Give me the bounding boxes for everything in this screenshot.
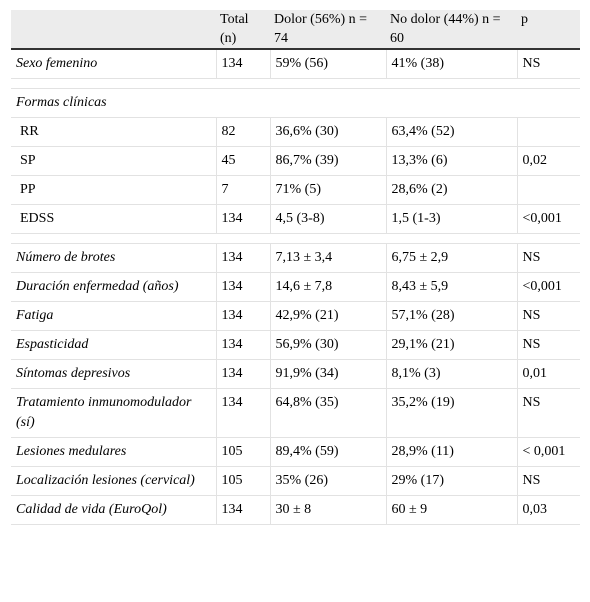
total-cell: 82 bbox=[215, 117, 270, 147]
no-dolor-cell: 28,9% (11) bbox=[385, 437, 517, 467]
table-row: Número de brotes 134 7,13 ± 3,4 6,75 ± 2… bbox=[11, 243, 580, 273]
header-row: Total (n) Dolor (56%) n = 74 No dolor (4… bbox=[11, 10, 580, 50]
p-cell: NS bbox=[516, 49, 580, 79]
total-cell: 134 bbox=[215, 49, 270, 79]
no-dolor-cell: 35,2% (19) bbox=[385, 388, 517, 438]
p-cell: NS bbox=[516, 330, 580, 360]
dolor-cell: 7,13 ± 3,4 bbox=[269, 243, 386, 273]
dolor-cell: 14,6 ± 7,8 bbox=[269, 272, 386, 302]
p-cell: NS bbox=[516, 466, 580, 496]
no-dolor-cell: 28,6% (2) bbox=[385, 175, 517, 205]
table-row: Fatiga 134 42,9% (21) 57,1% (28) NS bbox=[11, 301, 580, 331]
row-label: RR bbox=[11, 117, 216, 147]
table-row: Duración enfermedad (años) 134 14,6 ± 7,… bbox=[11, 272, 580, 302]
p-cell: 0,02 bbox=[516, 146, 580, 176]
row-label: Espasticidad bbox=[11, 330, 216, 360]
row-label: Localización lesiones (cervical) bbox=[11, 466, 216, 496]
total-cell: 134 bbox=[215, 330, 270, 360]
header-label bbox=[11, 10, 216, 50]
p-cell: NS bbox=[516, 301, 580, 331]
p-cell: NS bbox=[516, 388, 580, 438]
dolor-cell: 42,9% (21) bbox=[269, 301, 386, 331]
total-cell: 134 bbox=[215, 301, 270, 331]
p-cell: <0,001 bbox=[516, 204, 580, 234]
row-label: SP bbox=[11, 146, 216, 176]
no-dolor-cell: 8,43 ± 5,9 bbox=[385, 272, 517, 302]
row-label: Número de brotes bbox=[11, 243, 216, 273]
no-dolor-cell: 29,1% (21) bbox=[385, 330, 517, 360]
no-dolor-cell: 29% (17) bbox=[385, 466, 517, 496]
header-p: p bbox=[517, 10, 580, 50]
dolor-cell: 89,4% (59) bbox=[269, 437, 386, 467]
table-row: Espasticidad 134 56,9% (30) 29,1% (21) N… bbox=[11, 330, 580, 360]
spacer-row bbox=[11, 78, 580, 89]
table-row: Síntomas depresivos 134 91,9% (34) 8,1% … bbox=[11, 359, 580, 389]
dolor-cell: 30 ± 8 bbox=[269, 495, 386, 525]
dolor-cell: 4,5 (3-8) bbox=[269, 204, 386, 234]
table-row: RR 82 36,6% (30) 63,4% (52) bbox=[11, 117, 580, 147]
row-label: Lesiones medulares bbox=[11, 437, 216, 467]
header-dolor: Dolor (56%) n = 74 bbox=[270, 10, 386, 50]
total-cell: 105 bbox=[215, 437, 270, 467]
p-cell: 0,03 bbox=[516, 495, 580, 525]
p-cell bbox=[516, 175, 580, 205]
total-cell: 134 bbox=[215, 243, 270, 273]
no-dolor-cell: 8,1% (3) bbox=[385, 359, 517, 389]
no-dolor-cell: 60 ± 9 bbox=[385, 495, 517, 525]
table-row: Tratamiento inmunomodulador (sí) 134 64,… bbox=[11, 388, 580, 438]
table-row: Lesiones medulares 105 89,4% (59) 28,9% … bbox=[11, 437, 580, 467]
no-dolor-cell: 63,4% (52) bbox=[385, 117, 517, 147]
p-cell bbox=[516, 117, 580, 147]
dolor-cell: 56,9% (30) bbox=[269, 330, 386, 360]
table-row: Sexo femenino 134 59% (56) 41% (38) NS bbox=[11, 49, 580, 79]
table-row: EDSS 134 4,5 (3-8) 1,5 (1-3) <0,001 bbox=[11, 204, 580, 234]
total-cell: 105 bbox=[215, 466, 270, 496]
row-label: PP bbox=[11, 175, 216, 205]
p-cell: NS bbox=[516, 243, 580, 273]
dolor-cell: 59% (56) bbox=[269, 49, 386, 79]
no-dolor-cell: 57,1% (28) bbox=[385, 301, 517, 331]
row-label: EDSS bbox=[11, 204, 216, 234]
spacer-row bbox=[11, 233, 580, 244]
dolor-cell: 91,9% (34) bbox=[269, 359, 386, 389]
header-no-dolor: No dolor (44%) n = 60 bbox=[386, 10, 517, 50]
dolor-cell: 64,8% (35) bbox=[269, 388, 386, 438]
table-row: Calidad de vida (EuroQol) 134 30 ± 8 60 … bbox=[11, 495, 580, 525]
row-label: Calidad de vida (EuroQol) bbox=[11, 495, 216, 525]
header-total: Total (n) bbox=[216, 10, 270, 50]
table-row: PP 7 71% (5) 28,6% (2) bbox=[11, 175, 580, 205]
total-cell: 134 bbox=[215, 204, 270, 234]
dolor-cell: 35% (26) bbox=[269, 466, 386, 496]
p-cell: <0,001 bbox=[516, 272, 580, 302]
row-label: Tratamiento inmunomodulador (sí) bbox=[11, 388, 216, 438]
no-dolor-cell: 6,75 ± 2,9 bbox=[385, 243, 517, 273]
row-label: Duración enfermedad (años) bbox=[11, 272, 216, 302]
total-cell: 134 bbox=[215, 388, 270, 438]
dolor-cell: 36,6% (30) bbox=[269, 117, 386, 147]
p-cell: < 0,001 bbox=[516, 437, 580, 467]
section-label: Formas clínicas bbox=[11, 88, 580, 118]
data-table: Total (n) Dolor (56%) n = 74 No dolor (4… bbox=[11, 10, 580, 525]
dolor-cell: 71% (5) bbox=[269, 175, 386, 205]
no-dolor-cell: 41% (38) bbox=[385, 49, 517, 79]
row-label: Síntomas depresivos bbox=[11, 359, 216, 389]
p-cell: 0,01 bbox=[516, 359, 580, 389]
total-cell: 45 bbox=[215, 146, 270, 176]
total-cell: 7 bbox=[215, 175, 270, 205]
no-dolor-cell: 1,5 (1-3) bbox=[385, 204, 517, 234]
row-label: Fatiga bbox=[11, 301, 216, 331]
dolor-cell: 86,7% (39) bbox=[269, 146, 386, 176]
total-cell: 134 bbox=[215, 272, 270, 302]
total-cell: 134 bbox=[215, 359, 270, 389]
section-row: Formas clínicas bbox=[11, 88, 580, 118]
table-row: Localización lesiones (cervical) 105 35%… bbox=[11, 466, 580, 496]
no-dolor-cell: 13,3% (6) bbox=[385, 146, 517, 176]
table-row: SP 45 86,7% (39) 13,3% (6) 0,02 bbox=[11, 146, 580, 176]
row-label: Sexo femenino bbox=[11, 49, 216, 79]
total-cell: 134 bbox=[215, 495, 270, 525]
